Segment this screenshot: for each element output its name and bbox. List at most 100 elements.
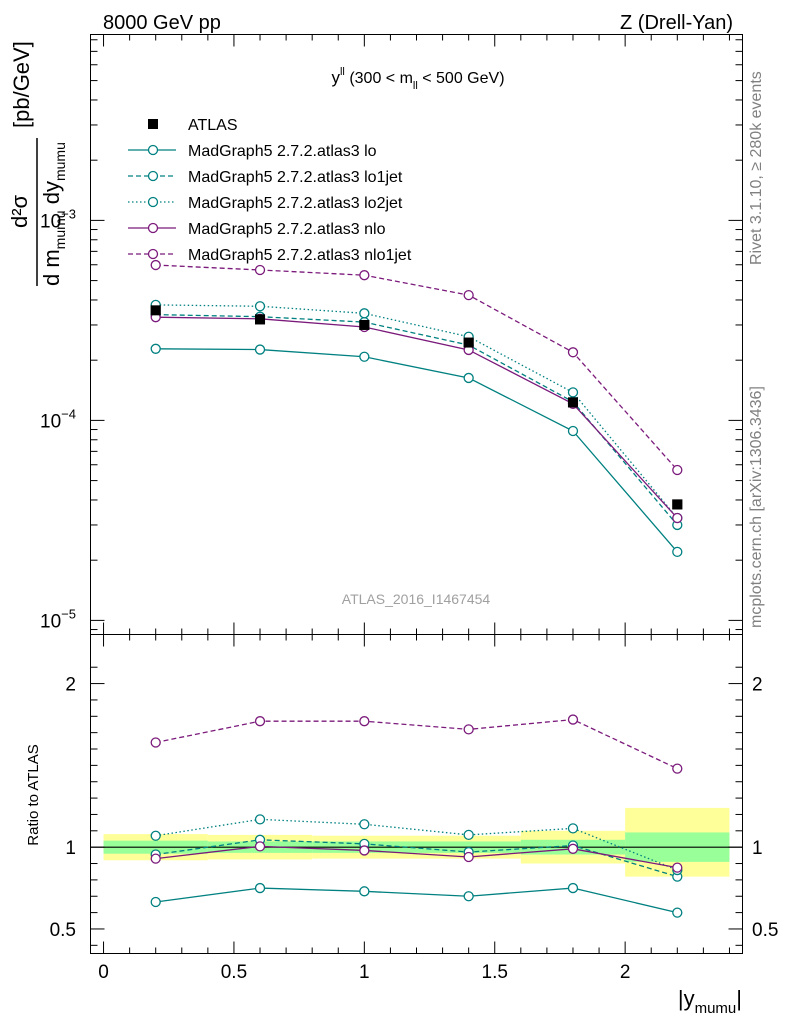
watermark-label: ATLAS_2016_I1467454 bbox=[342, 591, 491, 607]
ratio-series-marker bbox=[567, 823, 579, 834]
ratio-series-marker bbox=[150, 737, 161, 748]
legend-label: MadGraph5 2.7.2.atlas3 nlo bbox=[188, 221, 386, 238]
ratio-series-marker bbox=[254, 814, 266, 825]
ratio-x-axis-label: |ymumu| bbox=[678, 986, 742, 1017]
ratio-series-1 bbox=[150, 882, 683, 918]
series-marker bbox=[150, 343, 161, 354]
ratio-series-marker bbox=[463, 891, 474, 902]
atlas-data-point bbox=[255, 314, 266, 325]
main-panel: 10−5 10−4 10−3 yll (300 < mll < 500 GeV) A… bbox=[7, 34, 743, 954]
ratio-series-marker bbox=[567, 714, 579, 725]
series-mc-5 bbox=[150, 259, 683, 476]
ratio-y-tick-label-right: 2 bbox=[752, 675, 763, 696]
ratio-series-marker bbox=[359, 886, 370, 897]
ratio-series-marker bbox=[567, 843, 579, 854]
legend-item: MadGraph5 2.7.2.atlas3 lo bbox=[128, 143, 377, 160]
series-marker bbox=[254, 301, 266, 312]
ratio-y-tick-label-right: 1 bbox=[752, 838, 763, 859]
side-label-top: Rivet 3.1.10, ≥ 280k events bbox=[748, 71, 765, 265]
main-y-tick-label: 10−5 bbox=[40, 606, 76, 632]
main-title: yll (300 < mll < 500 GeV) bbox=[331, 66, 504, 92]
ratio-series-marker bbox=[359, 716, 370, 727]
ratio-panel: 0.5 0.5 1 1 2 2 0 0.5 1 1.5 2 Ratio to ATLAS |ymum… bbox=[25, 634, 778, 1017]
series-marker bbox=[672, 464, 683, 476]
ratio-x-tick-label: 0.5 bbox=[221, 962, 247, 983]
main-y-axis-label: d²σ d mmumu dymumu [pb/GeV] bbox=[7, 41, 68, 286]
y-label-denominator: d mmumu dymumu bbox=[39, 142, 68, 286]
ratio-x-tick-label: 1 bbox=[359, 962, 370, 983]
y-label-numerator: d²σ bbox=[7, 194, 32, 228]
legend-marker bbox=[147, 144, 159, 156]
series-marker bbox=[463, 289, 474, 301]
ratio-y-tick-label: 0.5 bbox=[50, 920, 76, 941]
ratio-x-tick-label: 0 bbox=[98, 962, 109, 983]
ratio-x-tick-label: 2 bbox=[620, 962, 631, 983]
legend-marker bbox=[147, 170, 159, 182]
y-label-unit: [pb/GeV] bbox=[9, 41, 34, 128]
atlas-data-point bbox=[150, 305, 161, 316]
ratio-series-line bbox=[155, 887, 678, 914]
series-mc-4 bbox=[150, 312, 683, 524]
atlas-data-point bbox=[463, 337, 474, 348]
series-marker bbox=[672, 512, 683, 524]
series-marker bbox=[567, 425, 579, 437]
series-marker bbox=[359, 270, 370, 281]
ratio-series-marker bbox=[150, 853, 161, 864]
series-line bbox=[155, 348, 678, 553]
series-line bbox=[155, 304, 678, 519]
main-y-tick-label: 10−4 bbox=[40, 406, 76, 432]
legend-marker bbox=[148, 119, 158, 129]
ratio-series-marker bbox=[150, 896, 161, 908]
ratio-series-marker bbox=[254, 716, 266, 727]
ratio-series-marker bbox=[150, 830, 161, 841]
ratio-series-marker bbox=[359, 819, 370, 830]
ratio-series-marker bbox=[463, 851, 474, 863]
atlas-points-overlay bbox=[150, 305, 683, 510]
series-marker bbox=[359, 351, 370, 362]
series-mc-1 bbox=[150, 343, 683, 558]
ratio-plot-frame bbox=[90, 634, 743, 954]
series-marker bbox=[567, 387, 579, 398]
series-atlas bbox=[150, 305, 683, 510]
series-marker bbox=[359, 308, 370, 319]
ratio-series-marker bbox=[359, 845, 370, 856]
atlas-data-point bbox=[359, 319, 370, 330]
header-left: 8000 GeV pp bbox=[103, 12, 221, 34]
ratio-series-marker bbox=[672, 907, 683, 918]
legend-marker bbox=[147, 222, 159, 234]
atlas-data-point bbox=[672, 499, 683, 510]
legend-marker bbox=[147, 248, 159, 260]
ratio-series-marker bbox=[672, 862, 683, 873]
ratio-series-marker bbox=[254, 841, 266, 852]
header-right: Z (Drell-Yan) bbox=[620, 12, 733, 34]
legend-item: ATLAS bbox=[148, 117, 238, 134]
legend-label: MadGraph5 2.7.2.atlas3 lo bbox=[188, 143, 377, 160]
legend-item: MadGraph5 2.7.2.atlas3 lo2jet bbox=[128, 195, 403, 212]
ratio-x-tick-label: 1.5 bbox=[482, 962, 508, 983]
ratio-series-line bbox=[155, 718, 678, 770]
series-marker bbox=[254, 264, 266, 276]
series-line bbox=[155, 264, 678, 471]
ratio-y-axis-label: Ratio to ATLAS bbox=[25, 744, 42, 845]
legend-label: ATLAS bbox=[188, 117, 238, 134]
series-line bbox=[155, 316, 678, 519]
ratio-series-marker bbox=[463, 724, 474, 735]
series-marker bbox=[463, 372, 474, 384]
ratio-series-marker bbox=[567, 882, 579, 894]
side-label-bottom: mcplots.cern.ch [arXiv:1306.3436] bbox=[748, 386, 765, 628]
legend-item: MadGraph5 2.7.2.atlas3 nlo bbox=[128, 221, 386, 238]
ratio-y-tick-label: 1 bbox=[65, 838, 76, 859]
series-mc-2 bbox=[150, 309, 683, 531]
ratio-series-4 bbox=[150, 841, 683, 873]
ratio-series-line bbox=[155, 845, 678, 869]
series-marker bbox=[150, 259, 161, 271]
legend-label: MadGraph5 2.7.2.atlas3 nlo1jet bbox=[188, 247, 412, 264]
legend-item: MadGraph5 2.7.2.atlas3 nlo1jet bbox=[128, 247, 412, 264]
legend-label: MadGraph5 2.7.2.atlas3 lo2jet bbox=[188, 195, 403, 212]
legend: ATLAS MadGraph5 2.7.2.atlas3 lo MadGraph5 … bbox=[128, 117, 412, 264]
ratio-series-marker bbox=[254, 882, 266, 894]
series-line bbox=[155, 313, 678, 526]
legend-marker bbox=[147, 196, 159, 208]
ratio-y-tick-label: 2 bbox=[65, 675, 76, 696]
